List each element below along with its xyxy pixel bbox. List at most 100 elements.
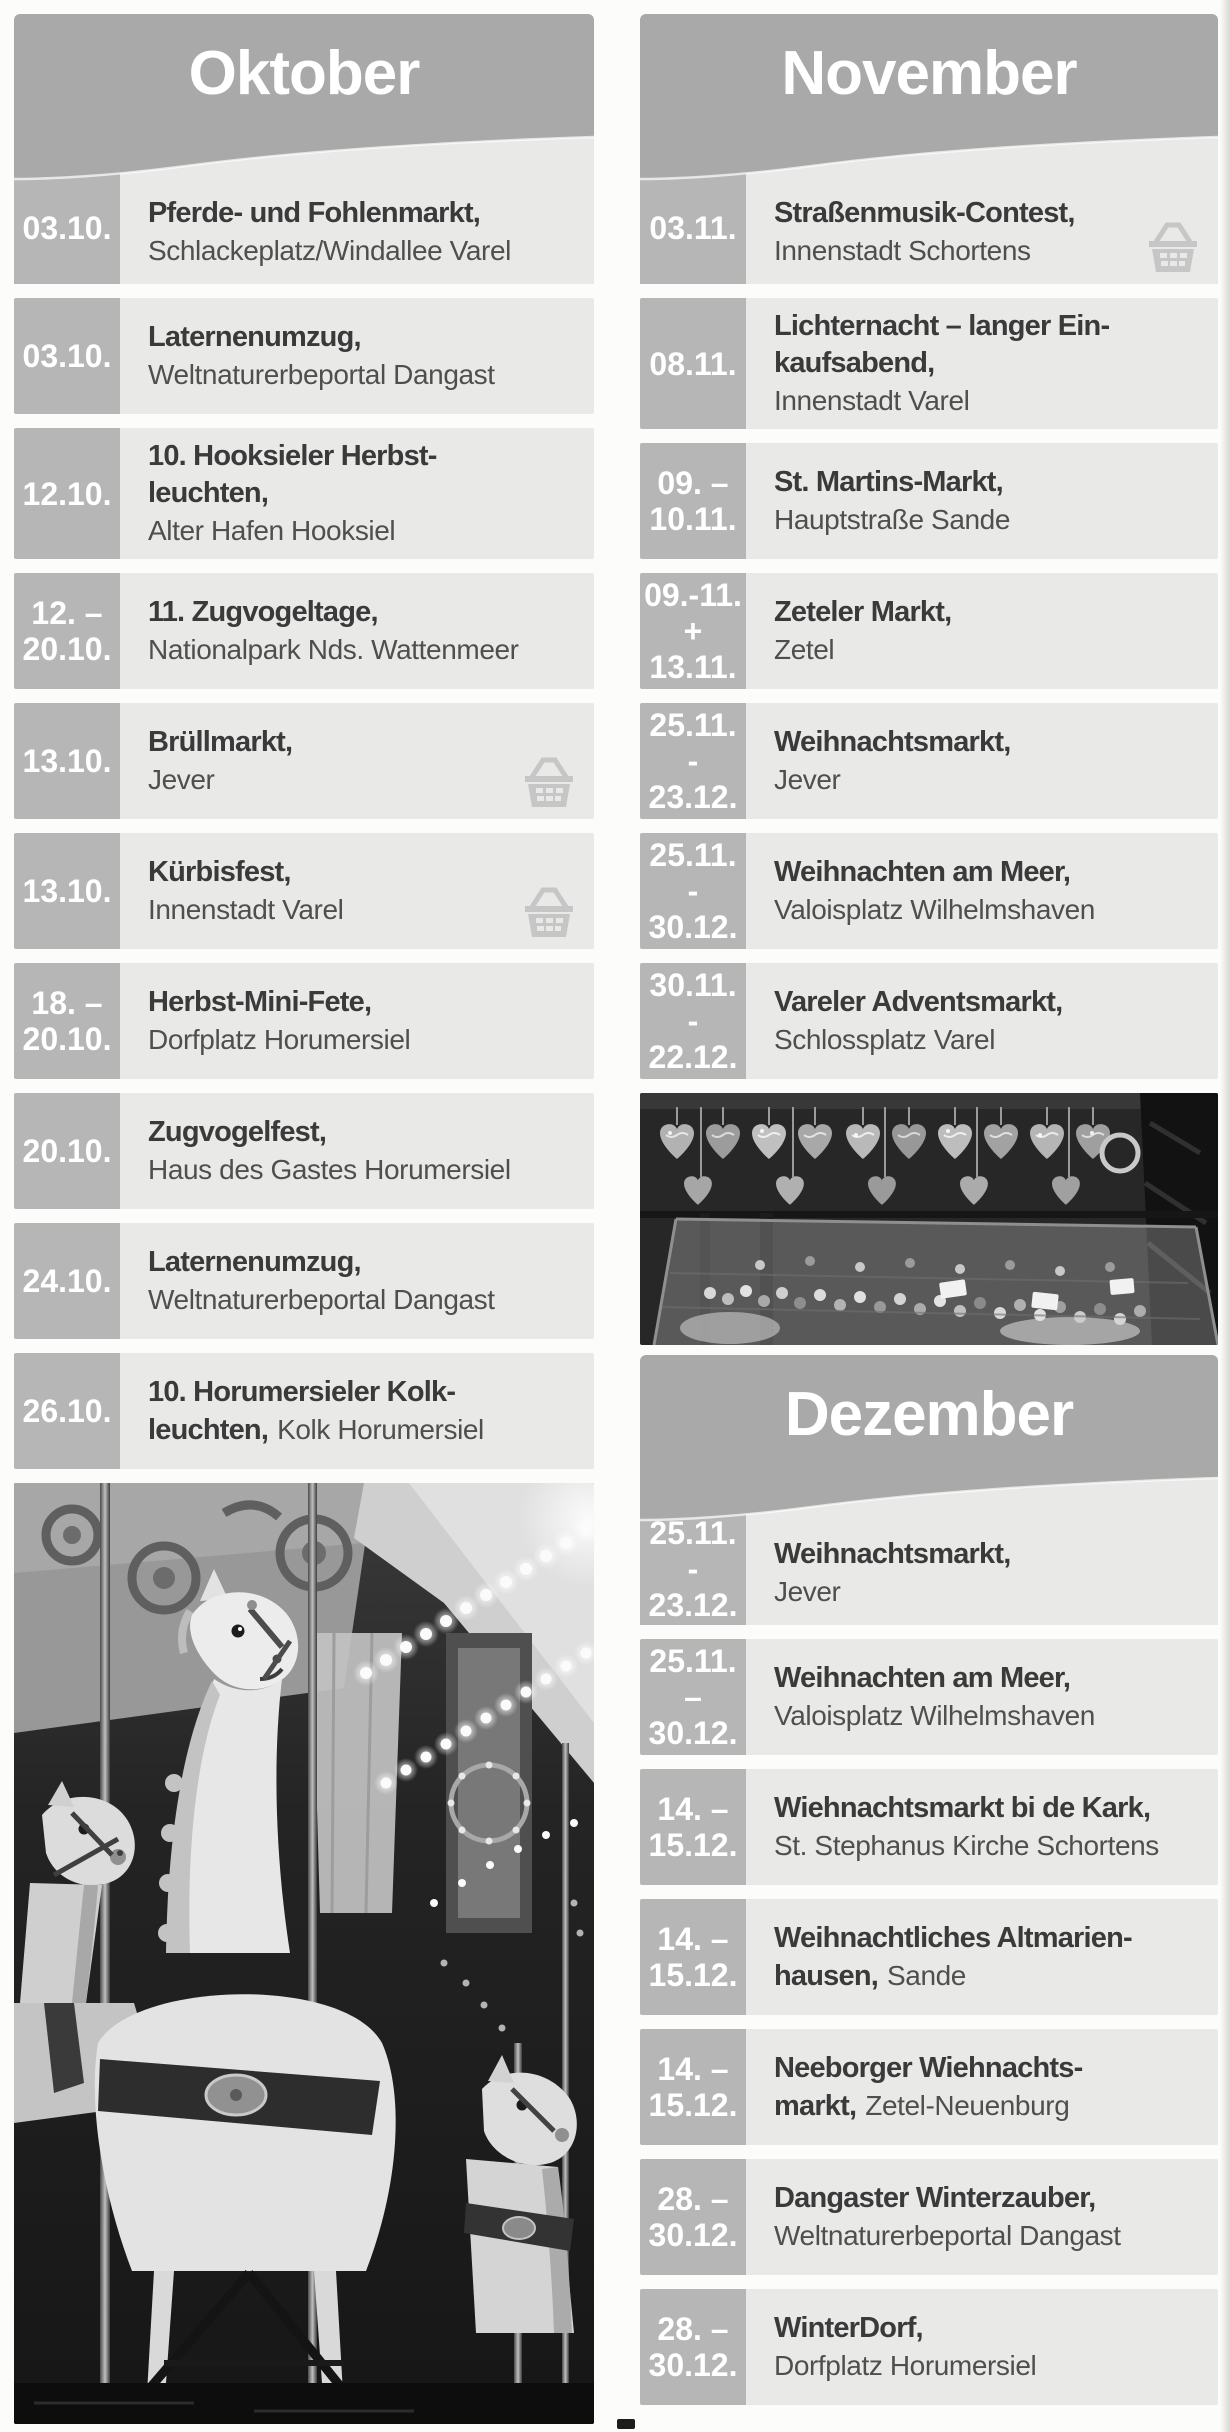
scan-artifact (617, 2419, 635, 2429)
event-row: 12.10. 10. Hooksieler Herbst- leuchten, A… (14, 428, 594, 559)
event-content: Dangaster Winterzauber, Weltnaturerbeport… (746, 2159, 1218, 2275)
event-title: Zeteler Markt, (774, 596, 952, 628)
event-location: Dorfplatz Horumersiel (148, 1024, 411, 1055)
event-text: Weihnachten am Meer, Valoisplatz Wilhelms… (774, 1660, 1204, 1734)
event-row: 25.11. - 23.12. Weihnachtsmarkt, Jever (640, 1473, 1218, 1625)
event-date: 12. – 20.10. (14, 573, 120, 689)
event-row: 09. – 10.11. St. Martins-Markt, Hauptstra… (640, 443, 1218, 559)
event-title: Vareler Adventsmarkt, (774, 986, 1063, 1018)
event-text: Brüllmarkt, Jever (148, 724, 580, 798)
event-location: Schlossplatz Varel (774, 1024, 996, 1055)
event-title: Laternenumzug, (148, 1246, 362, 1278)
event-text: Dangaster Winterzauber, Weltnaturerbeport… (774, 2180, 1204, 2254)
event-location: Weltnaturerbeportal Dangast (774, 2220, 1121, 2251)
event-row: 09.-11. + 13.11. Zeteler Markt, Zetel (640, 573, 1218, 689)
month-header: Oktober (14, 14, 594, 132)
event-text: Neeborger Wiehnachts- markt, Zetel-Neuenb… (774, 2050, 1204, 2125)
event-row: 03.10. Laternenumzug, Weltnaturerbeportal… (14, 298, 594, 414)
event-content: 10. Hooksieler Herbst- leuchten, Alter Ha… (120, 428, 594, 559)
event-location: Sande (887, 1959, 966, 1991)
event-text: St. Martins-Markt, Hauptstraße Sande (774, 464, 1204, 538)
event-row: 14. – 15.12. Wiehnachtsmarkt bi de Kark,… (640, 1769, 1218, 1885)
event-date: 18. – 20.10. (14, 963, 120, 1079)
event-title: Zugvogelfest, (148, 1116, 327, 1148)
event-text: Zeteler Markt, Zetel (774, 594, 1204, 668)
event-date: 09.-11. + 13.11. (640, 573, 746, 689)
event-location: Haus des Gastes Horumersiel (148, 1154, 511, 1185)
event-text: Zugvogelfest, Haus des Gastes Horumersiel (148, 1114, 580, 1188)
event-row: 24.10. Laternenumzug, Weltnaturerbeportal… (14, 1223, 594, 1339)
event-title: Neeborger Wiehnachts- markt, (774, 2051, 1083, 2122)
shopping-basket-icon (525, 757, 573, 807)
event-date: 28. – 30.12. (640, 2159, 746, 2275)
event-row: 03.11. Straßenmusik-Contest, Innenstadt S… (640, 132, 1218, 284)
event-row: 08.11. Lichternacht – langer Ein- kaufsa… (640, 298, 1218, 429)
event-title: Weihnachtliches Altmarien- hausen, (774, 1921, 1133, 1992)
shopping-basket-icon (525, 887, 573, 937)
event-text: Vareler Adventsmarkt, Schlossplatz Varel (774, 984, 1204, 1058)
event-title: 11. Zugvogeltage, (148, 596, 379, 628)
event-title: Wiehnachtsmarkt bi de Kark, (774, 1792, 1151, 1824)
event-location: Jever (148, 764, 215, 795)
event-location: Dorfplatz Horumersiel (774, 2350, 1037, 2381)
event-row: 25.11. - 30.12. Weihnachten am Meer, Valo… (640, 833, 1218, 949)
event-row: 13.10. Brüllmarkt, Jever (14, 703, 594, 819)
event-text: Weihnachtliches Altmarien- hausen, Sande (774, 1920, 1204, 1995)
event-title: Laternenumzug, (148, 321, 362, 353)
event-text: Herbst-Mini-Fete, Dorfplatz Horumersiel (148, 984, 580, 1058)
event-text: 11. Zugvogeltage, Nationalpark Nds. Watte… (148, 594, 580, 668)
event-row: 25.11. - 23.12. Weihnachtsmarkt, Jever (640, 703, 1218, 819)
scan-edge-shadow (1220, 0, 1230, 2432)
event-title: Weihnachtsmarkt, (774, 1538, 1011, 1570)
event-location: Jever (774, 764, 841, 795)
event-date: 20.10. (14, 1093, 120, 1209)
column-left: Oktober 03.10. Pferde- und Fohlenmarkt, S… (14, 14, 594, 2424)
christmas-market-photo (640, 1093, 1218, 1345)
event-row: 26.10. 10. Horumersieler Kolk- leuchten,… (14, 1353, 594, 1469)
event-date: 14. – 15.12. (640, 1899, 746, 2015)
event-content: Wiehnachtsmarkt bi de Kark, St. Stephanus… (746, 1769, 1218, 1885)
event-date: 24.10. (14, 1223, 120, 1339)
event-content: Zeteler Markt, Zetel (746, 573, 1218, 689)
event-content: Kürbisfest, Innenstadt Varel (120, 833, 594, 949)
event-text: 10. Hooksieler Herbst- leuchten, Alter Ha… (148, 438, 580, 549)
event-text: Laternenumzug, Weltnaturerbeportal Dangas… (148, 1244, 580, 1318)
event-location: Schlackeplatz/Windallee Varel (148, 235, 511, 266)
event-location: Innenstadt Varel (148, 894, 344, 925)
event-content: Laternenumzug, Weltnaturerbeportal Dangas… (120, 1223, 594, 1339)
event-location: Zetel (774, 634, 835, 665)
event-content: Vareler Adventsmarkt, Schlossplatz Varel (746, 963, 1218, 1079)
event-location: Zetel-Neuenburg (865, 2089, 1070, 2121)
event-title: Weihnachten am Meer, (774, 1662, 1071, 1694)
event-title: Herbst-Mini-Fete, (148, 986, 372, 1018)
event-title: Brüllmarkt, (148, 726, 293, 758)
gingerbread-hearts (660, 1124, 1110, 1205)
event-text: Lichternacht – langer Ein- kaufsabend, In… (774, 308, 1204, 419)
event-row: 28. – 30.12. Dangaster Winterzauber, Welt… (640, 2159, 1218, 2275)
event-location: Innenstadt Schortens (774, 235, 1031, 266)
event-row: 28. – 30.12. WinterDorf, Dorfplatz Horume… (640, 2289, 1218, 2405)
month-header-wave (640, 1473, 1218, 1522)
event-content: Weihnachtsmarkt, Jever (746, 703, 1218, 819)
event-date: 13.10. (14, 703, 120, 819)
event-location: Innenstadt Varel (774, 385, 970, 416)
event-text: Wiehnachtsmarkt bi de Kark, St. Stephanus… (774, 1790, 1204, 1864)
carousel-photo (14, 1483, 594, 2424)
event-date: 25.11. - 23.12. (640, 703, 746, 819)
month-title: Dezember (784, 1379, 1074, 1449)
page-columns: Oktober 03.10. Pferde- und Fohlenmarkt, S… (14, 14, 1218, 2424)
event-title: Pferde- und Fohlenmarkt, (148, 197, 481, 229)
month-section-dezember: Dezember 25.11. - 23.12. Weihnachtsmarkt… (640, 1355, 1218, 2405)
month-header: November (640, 14, 1218, 132)
event-row: 03.10. Pferde- und Fohlenmarkt, Schlackep… (14, 132, 594, 284)
event-text: Straßenmusik-Contest, Innenstadt Schorten… (774, 195, 1204, 269)
event-title: 10. Horumersieler Kolk- leuchten, (148, 1375, 456, 1446)
event-title: St. Martins-Markt, (774, 466, 1004, 498)
event-title: Weihnachtsmarkt, (774, 726, 1011, 758)
event-row: 13.10. Kürbisfest, Innenstadt Varel (14, 833, 594, 949)
month-header-wave (640, 132, 1218, 181)
column-right: November 03.11. Straßenmusik-Contest, Inn… (640, 14, 1218, 2424)
month-header: Dezember (640, 1355, 1218, 1473)
event-location: Hauptstraße Sande (774, 504, 1011, 535)
event-date: 26.10. (14, 1353, 120, 1469)
